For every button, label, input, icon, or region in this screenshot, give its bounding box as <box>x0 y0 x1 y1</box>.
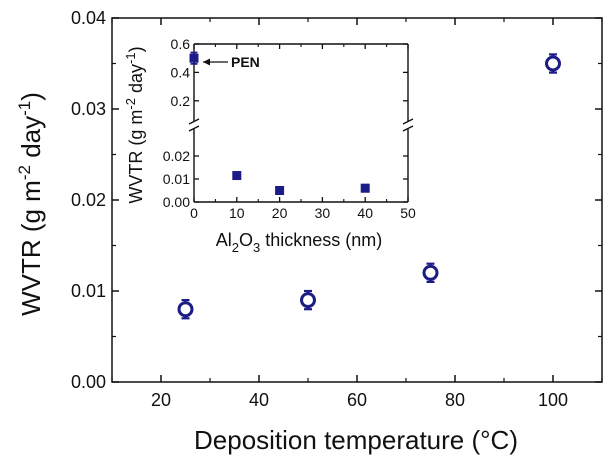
main-data-point <box>422 264 439 281</box>
inset-x-label-sub: 2 <box>232 240 239 255</box>
inset-y-tick-label: 0.02 <box>163 148 190 164</box>
inset-data-point <box>360 183 370 193</box>
inset-y-label-part: ) <box>126 46 146 52</box>
inset-x-ticks: 0 10 20 30 40 50 <box>190 44 416 221</box>
main-x-tick-label: 40 <box>249 390 269 410</box>
inset-y-tick-label: 0.2 <box>171 93 191 109</box>
pen-arrow-head <box>203 58 210 66</box>
inset-x-label-sub: 3 <box>253 240 260 255</box>
main-y-ticks: 0.00 0.01 0.02 0.03 0.04 <box>71 8 602 392</box>
main-y-label-part: ) <box>16 92 46 101</box>
inset-x-tick-label: 20 <box>272 205 288 221</box>
inset-data-point <box>232 171 242 181</box>
main-x-ticks: 20 40 60 80 100 <box>111 18 603 410</box>
inset-x-label-part: O <box>239 230 253 250</box>
main-y-tick-label: 0.04 <box>71 8 106 28</box>
main-y-label-sup: -1 <box>15 101 34 116</box>
inset-x-tick-label: 10 <box>229 205 245 221</box>
main-chart: 20 40 60 80 100 0.000.010.020.030.04 Deposit… <box>15 8 603 455</box>
inset-y-ticks: 0.2 0.4 0.6 0.00 0.01 0.02 <box>163 36 408 210</box>
main-data-point <box>177 301 194 318</box>
inset-y-tick-label: 0.00 <box>163 194 190 210</box>
inset-axis-break-mark <box>402 118 414 125</box>
main-data-point <box>545 55 561 72</box>
inset-x-label-part: Al <box>216 230 232 250</box>
main-x-tick-label: 80 <box>445 390 465 410</box>
main-y-label-part: day <box>16 116 46 165</box>
main-y-tick-label: 0.00 <box>71 372 106 392</box>
inset-annotation: PEN <box>203 54 260 70</box>
main-x-tick-label: 60 <box>347 390 367 410</box>
inset-x-tick-label: 40 <box>357 205 373 221</box>
main-data-points <box>177 53 561 320</box>
inset-x-tick-label: 0 <box>190 205 198 221</box>
main-x-tick-label: 100 <box>538 390 568 410</box>
pen-annotation-label: PEN <box>231 54 260 70</box>
inset-axis-break-mark <box>402 125 414 132</box>
inset-data-point <box>275 186 285 195</box>
inset-y-tick-label: 0.4 <box>171 64 191 80</box>
inset-axis-break-mark <box>188 125 200 132</box>
inset-x-tick-label: 50 <box>400 205 416 221</box>
main-y-tick-label: 0.01 <box>71 281 106 301</box>
inset-y-label-part: day <box>126 64 146 98</box>
main-y-label-sup: -2 <box>15 165 34 180</box>
main-y-axis-title: WVTR (g m-2 day-1) <box>15 92 46 316</box>
inset-x-axis-title: Al2O3 thickness (nm) <box>216 230 383 255</box>
main-x-axis-title: Deposition temperature (°C) <box>194 425 518 455</box>
inset-y-label-sup: -1 <box>123 52 138 64</box>
inset-y-label-sup: -2 <box>123 98 138 110</box>
main-y-tick-label: 0.03 <box>71 99 106 119</box>
inset-y-tick-label: 0.6 <box>171 36 191 52</box>
inset-axis-break-mark <box>188 118 200 125</box>
inset-x-tick-label: 30 <box>315 205 331 221</box>
main-data-point <box>300 292 316 309</box>
inset-y-tick-label: 0.01 <box>163 171 190 187</box>
inset-data-points <box>189 51 370 195</box>
main-y-tick-label: 0.02 <box>71 190 106 210</box>
inset-data-point <box>189 53 199 63</box>
inset-x-label-part: thickness (nm) <box>260 230 382 250</box>
inset-background <box>194 44 408 202</box>
inset-y-axis-title: WVTR (g m-2 day-1) <box>123 46 146 203</box>
inset-axes-frame <box>188 43 414 203</box>
main-y-label-part: WVTR (g m <box>16 180 46 316</box>
inset-chart: 0 10 20 30 40 50 0.2 0.4 0.6 0.00 0.01 0.02 PEN Al… <box>123 36 416 255</box>
inset-y-label-part: WVTR (g m <box>126 110 146 204</box>
main-x-tick-label: 20 <box>151 390 171 410</box>
